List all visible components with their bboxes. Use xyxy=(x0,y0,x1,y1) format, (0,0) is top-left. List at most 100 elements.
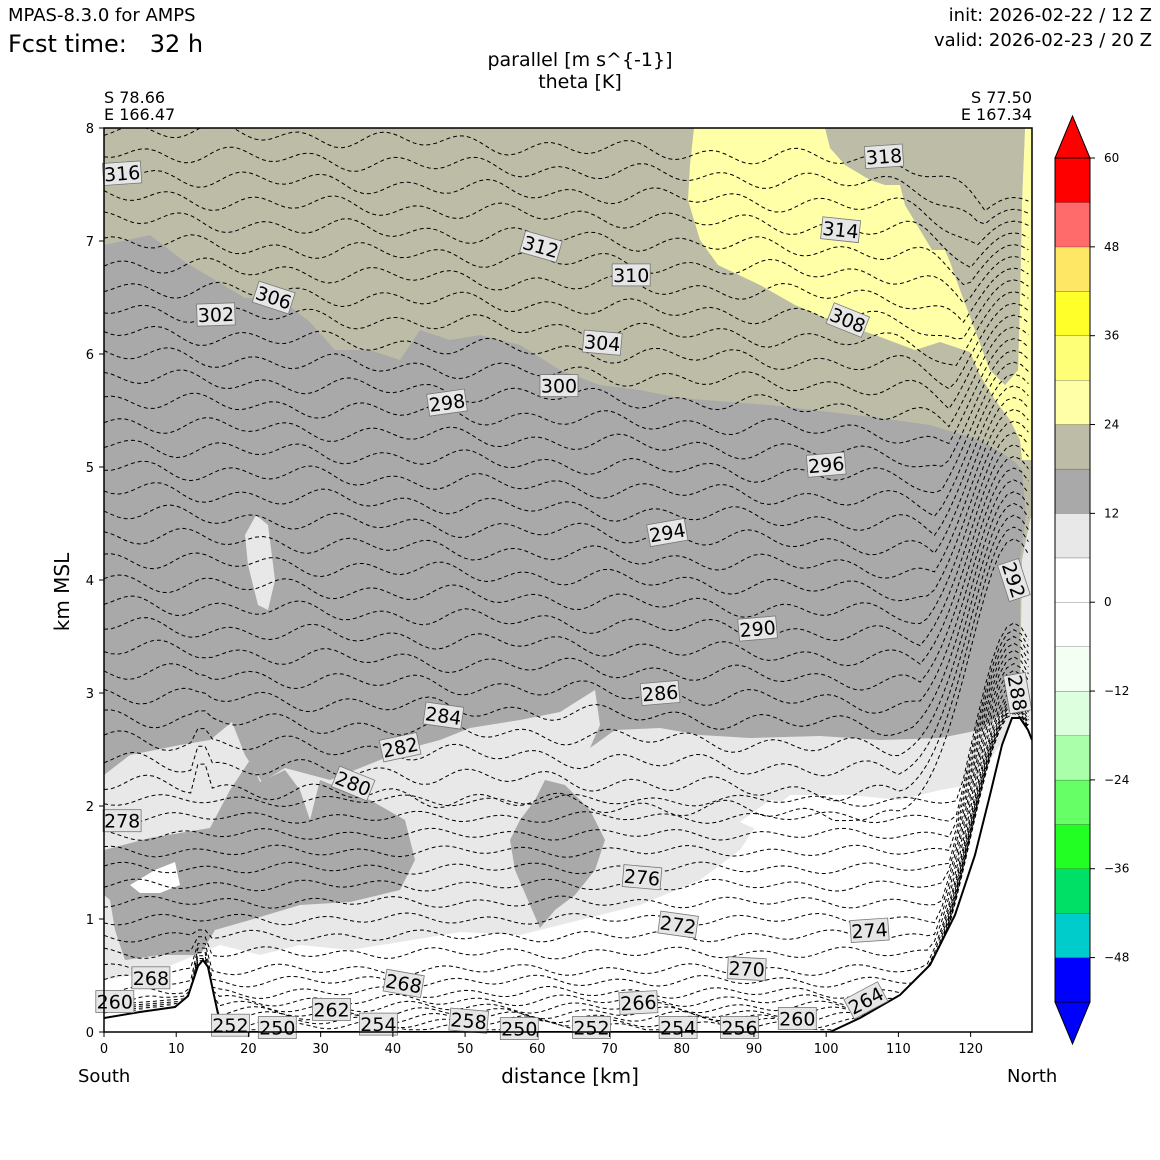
colorbar-segment xyxy=(1055,424,1090,469)
x-ticks: 0 10 20 30 40 50 60 70 80 90 100 110 120 xyxy=(100,1032,983,1057)
colorbar-segment xyxy=(1055,335,1090,381)
colorbar-tick-label: 12 xyxy=(1104,506,1119,520)
colorbar: 60 48 36 24 12 0 −12 −24 −36 −48 xyxy=(1054,114,1129,1046)
theta-contour-label: 302 xyxy=(196,302,236,327)
x-tick-label: 110 xyxy=(886,1042,911,1057)
theta-label-box xyxy=(825,302,871,338)
right-endpoint-lon: E 167.34 xyxy=(960,105,1032,124)
theta-contour-line xyxy=(104,690,1029,977)
x-tick-label: 70 xyxy=(601,1042,618,1057)
theta-contour-label: 250 xyxy=(499,1017,539,1041)
colorbar-segment xyxy=(1055,735,1090,780)
theta-label-box xyxy=(257,1016,297,1039)
theta-label-text: 260 xyxy=(97,992,133,1014)
theta-contour-label: 256 xyxy=(720,1016,759,1040)
theta-label-box xyxy=(863,143,905,170)
x-tick-label: 60 xyxy=(529,1042,546,1057)
theta-label-text: 290 xyxy=(739,617,777,642)
y-tick-label: 1 xyxy=(86,913,94,928)
theta-contour-line xyxy=(104,514,1029,777)
theta-label-box xyxy=(378,732,422,763)
x-axis-label: distance [km] xyxy=(501,1064,639,1088)
filled-field xyxy=(104,128,1032,1032)
theta-label-text: 304 xyxy=(583,331,621,356)
x-tick-label: 40 xyxy=(385,1042,402,1057)
theta-label-text: 284 xyxy=(424,703,463,730)
theta-contour-line xyxy=(104,669,1029,926)
white-lower-region xyxy=(104,720,1032,1032)
x-tick-label: 80 xyxy=(673,1042,690,1057)
theta-label-text: 266 xyxy=(620,992,657,1016)
theta-label-text: 278 xyxy=(104,811,140,833)
colorbar-frame xyxy=(1054,157,1091,1003)
theta-contour-line xyxy=(104,705,1029,1014)
colorbar-segment xyxy=(1055,824,1090,869)
theta-label-text: 298 xyxy=(428,390,467,417)
theta-contour-line xyxy=(104,373,1029,517)
theta-contour-label: 318 xyxy=(863,143,905,170)
colorbar-segment xyxy=(1055,468,1090,514)
theta-label-text: 252 xyxy=(212,1015,248,1037)
colorbar-segment xyxy=(1055,957,1090,1002)
theta-label-box xyxy=(210,1013,250,1037)
theta-contour-label: 314 xyxy=(820,216,862,244)
tan-pocket-region xyxy=(960,128,1025,385)
theta-contour-label: 266 xyxy=(618,990,659,1016)
x-tick-label: 20 xyxy=(240,1042,257,1057)
colorbar-segment xyxy=(1055,158,1090,203)
theta-contour-label: 268 xyxy=(382,968,425,998)
theta-contour-label: 254 xyxy=(358,1012,398,1036)
colorbar-tick-label: 36 xyxy=(1104,329,1119,343)
theta-contour-label: 296 xyxy=(805,451,847,478)
theta-contour-line xyxy=(104,622,1029,807)
init-time: init: 2026-02-22 / 12 Z xyxy=(948,5,1152,26)
theta-contour-label: 286 xyxy=(639,679,681,707)
gray-vertical-blob-region xyxy=(245,515,275,610)
left-endpoint-lon: E 166.47 xyxy=(104,105,176,124)
theta-label-text: 272 xyxy=(658,912,697,939)
theta-contour-line xyxy=(104,432,1029,625)
colorbar-segment xyxy=(1055,602,1090,647)
theta-contour-label: 278 xyxy=(102,809,142,833)
forecast-time-label: Fcst time: 32 h xyxy=(8,30,203,58)
colorbar-segment xyxy=(1055,513,1090,558)
theta-contour-label: 254 xyxy=(658,1016,698,1040)
theta-label-text: 268 xyxy=(133,968,169,990)
theta-contour-line xyxy=(104,146,1029,225)
colorbar-segment xyxy=(1055,380,1090,425)
theta-label-box xyxy=(519,230,563,263)
y-tick-label: 2 xyxy=(86,800,94,815)
colorbar-under-arrow xyxy=(1054,1001,1091,1046)
white-leftpocket-region xyxy=(130,862,180,893)
x-tick-label: 50 xyxy=(457,1042,474,1057)
theta-label-box xyxy=(251,280,296,315)
theta-label-text: 250 xyxy=(501,1019,537,1041)
theta-label-box xyxy=(726,956,767,982)
y-ticks: 0 1 2 3 4 5 6 7 8 xyxy=(86,122,104,1041)
theta-contour-label: 300 xyxy=(539,374,579,398)
colorbar-tick-label: −24 xyxy=(1104,773,1129,787)
colorbar-tick-label: 60 xyxy=(1104,151,1119,165)
y-tick-label: 0 xyxy=(86,1026,94,1041)
theta-contour-label: 252 xyxy=(210,1013,250,1037)
theta-label-box xyxy=(777,1007,817,1030)
theta-label-box xyxy=(330,765,376,802)
theta-contour-label: 270 xyxy=(726,956,767,982)
terrain-outline xyxy=(104,717,1032,1032)
upper-yellow-region xyxy=(688,128,1032,460)
theta-label-box xyxy=(805,451,847,478)
y-tick-label: 4 xyxy=(86,574,94,589)
y-tick-label: 5 xyxy=(86,461,94,476)
gray-lower-left-region xyxy=(104,760,415,960)
gray-center-blob-region xyxy=(510,780,605,928)
colorbar-tick-label: −36 xyxy=(1104,862,1129,876)
theta-label-box xyxy=(382,968,425,998)
theta-label-text: 310 xyxy=(613,265,649,287)
colorbar-segment xyxy=(1055,557,1090,603)
valid-time: valid: 2026-02-23 / 20 Z xyxy=(934,30,1152,51)
theta-label-text: 262 xyxy=(313,999,349,1021)
theta-label-text: 252 xyxy=(573,1018,609,1040)
theta-contour-label: 304 xyxy=(581,329,623,356)
